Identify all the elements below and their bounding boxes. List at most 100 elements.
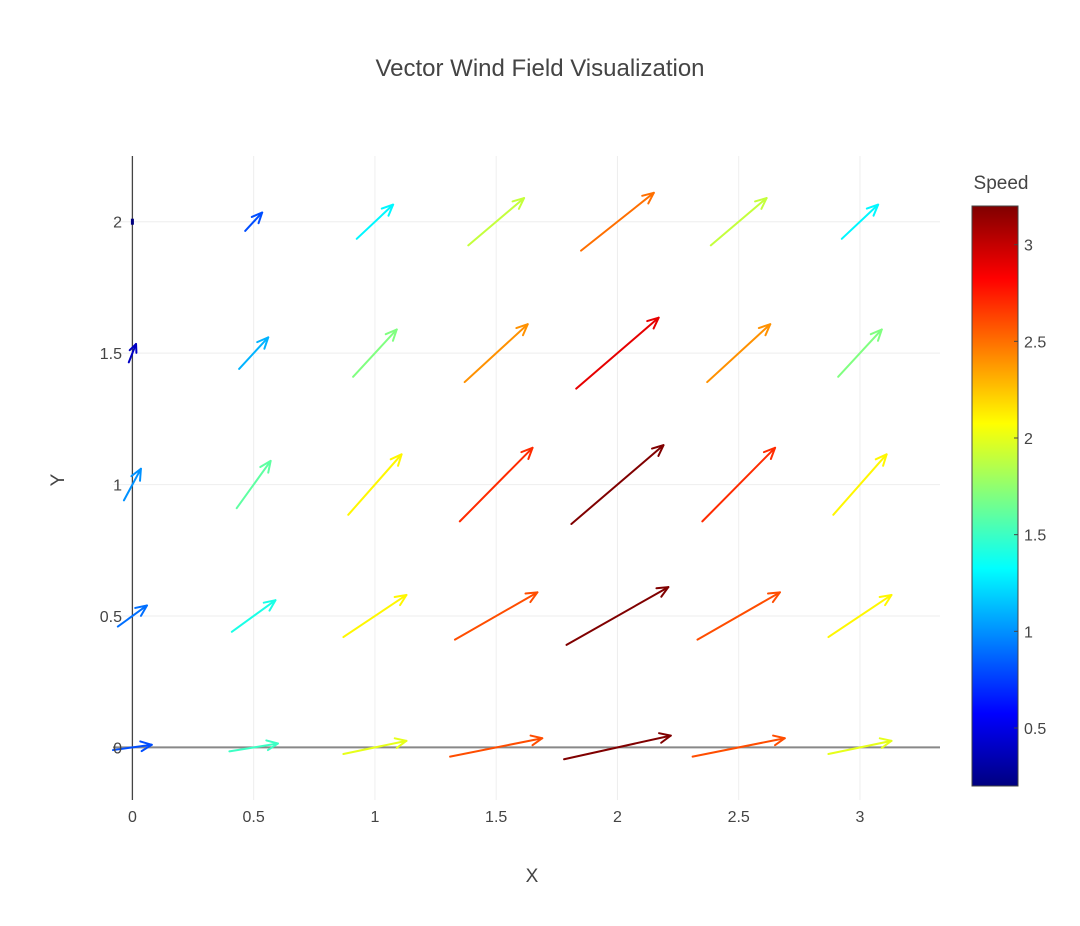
wind-arrow-shaft — [238, 336, 270, 370]
wind-arrow-shaft — [453, 591, 539, 641]
x-tick-label: 2 — [613, 809, 622, 826]
wind-arrow — [580, 191, 655, 252]
wind-arrow-head — [130, 467, 142, 482]
colorbar-tick-label: 0.5 — [1024, 721, 1046, 738]
wind-arrow-shaft — [463, 323, 529, 384]
wind-arrow — [127, 342, 138, 364]
wind-arrow-shaft — [827, 739, 893, 755]
wind-arrow — [130, 218, 134, 225]
x-tick-label: 3 — [856, 809, 865, 826]
wind-arrow — [706, 323, 772, 384]
wind-arrow-shaft — [837, 328, 883, 378]
wind-arrow-head — [250, 211, 264, 225]
wind-arrow — [347, 453, 403, 516]
y-tick-label: 1 — [113, 478, 122, 495]
wind-arrow-head — [256, 336, 270, 350]
wind-arrow-head — [520, 446, 534, 461]
wind-arrow-head — [641, 191, 655, 205]
wind-arrow-head — [529, 734, 544, 747]
wind-arrow-shaft — [355, 203, 395, 240]
wind-arrow — [837, 328, 883, 378]
wind-arrow — [709, 197, 768, 247]
colorbar-title: Speed — [974, 173, 1029, 194]
wind-arrow-shaft — [832, 453, 888, 516]
colorbar-tick-label: 2.5 — [1024, 334, 1046, 351]
wind-arrow — [244, 211, 264, 232]
wind-arrow — [563, 732, 672, 761]
wind-arrow-head — [134, 604, 148, 617]
y-tick-label: 0.5 — [100, 609, 122, 626]
wind-arrow-shaft — [235, 459, 272, 510]
wind-arrow — [570, 444, 665, 525]
wind-arrow — [827, 593, 893, 639]
wind-arrow-head — [766, 591, 781, 604]
wind-arrow-shaft — [701, 446, 777, 523]
wind-arrow — [342, 593, 408, 639]
wind-arrow-shaft — [580, 191, 655, 252]
wind-arrow-head — [128, 342, 138, 354]
wind-arrow-head — [393, 593, 408, 607]
wind-arrow-head — [874, 453, 888, 467]
wind-arrow — [355, 203, 395, 240]
wind-arrow-head — [757, 323, 772, 337]
wind-arrow — [458, 446, 534, 523]
x-tick-label: 1.5 — [485, 809, 507, 826]
colorbar-tick-label: 2 — [1024, 431, 1033, 448]
y-tick-label: 1.5 — [100, 346, 122, 363]
colorbar: Speed 0.5 1 1.5 2 2.5 3 — [971, 173, 1046, 787]
wind-arrow — [112, 740, 153, 753]
y-tick-label: 0 — [113, 740, 122, 757]
vector-arrows — [112, 191, 893, 761]
wind-arrow-head — [265, 739, 279, 752]
wind-arrow-head — [130, 218, 134, 225]
wind-arrow-shaft — [840, 203, 880, 240]
wind-arrow-shaft — [230, 599, 277, 633]
wind-arrow-shaft — [449, 737, 544, 758]
x-axis-label: X — [526, 866, 539, 887]
tick-labels: 0 0.5 1 1.5 2 2.5 3 0 0.5 1 1.5 2 — [100, 215, 865, 826]
wind-arrow-shaft — [696, 591, 781, 641]
wind-arrow-shaft — [706, 323, 772, 384]
wind-arrow — [565, 586, 670, 646]
wind-arrow-head — [772, 734, 786, 747]
wind-arrow — [449, 734, 544, 758]
wind-arrow — [230, 599, 277, 633]
wind-arrow-shaft — [827, 593, 893, 639]
wind-arrow-shaft — [575, 316, 660, 390]
wind-arrow-shaft — [691, 737, 786, 758]
wind-arrow-head — [658, 732, 672, 744]
colorbar-tick-label: 1.5 — [1024, 528, 1046, 545]
wind-arrow — [840, 203, 880, 240]
wind-arrow-shaft — [112, 743, 153, 752]
y-tick-label: 2 — [113, 215, 122, 232]
wind-arrow — [696, 591, 781, 641]
wind-arrow-head — [389, 453, 403, 467]
wind-arrow-shaft — [565, 586, 670, 646]
wind-arrow — [352, 328, 398, 378]
wind-arrow-head — [515, 323, 529, 337]
wind-arrow-head — [762, 446, 777, 461]
wind-arrow-shaft — [342, 739, 408, 755]
colorbar-tick-label: 1 — [1024, 624, 1033, 641]
wind-arrow-shaft — [244, 211, 264, 232]
wind-arrow — [832, 453, 888, 516]
wind-arrow-head — [384, 328, 398, 342]
wind-arrow-head — [878, 737, 893, 749]
x-tick-label: 1 — [370, 809, 379, 826]
wind-arrow-shaft — [127, 342, 138, 364]
chart-title: Vector Wind Field Visualization — [375, 55, 704, 82]
wind-arrow-head — [754, 197, 768, 210]
wind-arrow — [701, 446, 777, 523]
wind-arrow-head — [262, 599, 277, 612]
x-tick-label: 0.5 — [243, 809, 265, 826]
colorbar-tick-label: 3 — [1024, 238, 1033, 255]
y-axis-label: Y — [48, 473, 69, 486]
axes — [113, 156, 940, 800]
wind-arrow — [467, 197, 526, 247]
wind-arrow-head — [646, 316, 660, 330]
wind-arrow-head — [869, 328, 883, 342]
wind-arrow-shaft — [458, 446, 534, 523]
wind-arrow — [691, 734, 786, 758]
wind-arrow-head — [380, 203, 395, 217]
